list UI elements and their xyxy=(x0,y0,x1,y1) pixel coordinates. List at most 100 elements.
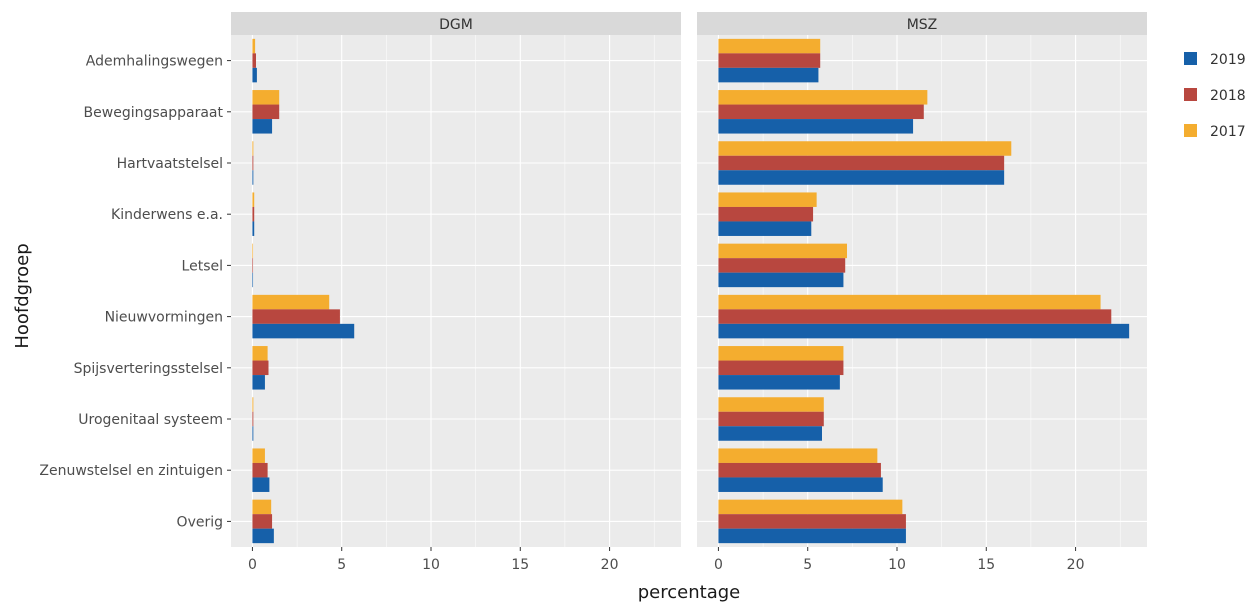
bar-2017 xyxy=(252,90,280,105)
bar-2018 xyxy=(718,155,1005,171)
bar-2017 xyxy=(252,38,256,54)
bar-2017 xyxy=(252,294,330,310)
category-label: Overig xyxy=(177,514,223,530)
bar-2017 xyxy=(252,243,254,259)
bar-2018 xyxy=(252,360,269,376)
bar-2018 xyxy=(718,514,906,529)
bar-2019 xyxy=(252,323,355,339)
x-tick-label: 20 xyxy=(1067,557,1085,573)
bar-2017 xyxy=(718,346,844,361)
y-axis-title: Hoofdgroep xyxy=(12,243,33,348)
bar-2019 xyxy=(252,477,270,492)
bar-2017 xyxy=(718,499,903,515)
bar-2019 xyxy=(252,170,254,185)
bar-2018 xyxy=(718,462,881,478)
bar-2019 xyxy=(718,119,914,134)
bar-2017 xyxy=(252,346,268,361)
bar-2019 xyxy=(252,272,254,288)
bar-2017 xyxy=(718,448,878,463)
bar-2018 xyxy=(252,155,254,171)
bar-2018 xyxy=(252,104,280,120)
category-label: Spijsverteringsstelsel xyxy=(74,361,223,377)
bar-2017 xyxy=(718,38,821,54)
bar-2017 xyxy=(718,397,824,412)
bar-2017 xyxy=(718,141,1012,156)
bar-2019 xyxy=(252,67,257,83)
bar-2017 xyxy=(718,294,1101,310)
bar-2017 xyxy=(252,448,265,463)
bar-2019 xyxy=(252,528,274,544)
bar-2019 xyxy=(718,477,883,492)
bar-2017 xyxy=(252,192,255,207)
bar-2019 xyxy=(252,375,265,390)
category-label: Urogenitaal systeem xyxy=(78,412,223,428)
bar-2019 xyxy=(718,323,1130,339)
x-tick-label: 5 xyxy=(337,557,346,573)
bar-2018 xyxy=(252,258,254,273)
bar-2018 xyxy=(252,462,268,478)
facet-panels: DGM MSZ xyxy=(231,12,1147,547)
category-label: Kinderwens e.a. xyxy=(111,207,223,223)
category-label: Bewegingsapparaat xyxy=(84,105,224,121)
x-tick-label: 0 xyxy=(248,557,257,573)
bar-2019 xyxy=(252,119,273,134)
facet-panel-msz: MSZ xyxy=(697,12,1147,547)
bar-2019 xyxy=(718,528,906,544)
bar-2018 xyxy=(718,206,814,222)
facet-strip-label: MSZ xyxy=(907,17,938,33)
facet-panel-dgm: DGM xyxy=(231,12,681,547)
bar-2019 xyxy=(718,272,844,288)
bar-2018 xyxy=(252,411,254,427)
x-tick-label: 15 xyxy=(511,557,529,573)
panel-background xyxy=(231,35,681,547)
bar-2017 xyxy=(718,90,928,105)
bar-2019 xyxy=(718,426,822,441)
legend-label: 2018 xyxy=(1210,88,1246,104)
legend-swatch-2018 xyxy=(1184,88,1197,101)
bar-2019 xyxy=(718,67,819,83)
category-label: Zenuwstelsel en zintuigen xyxy=(39,463,223,479)
bar-2019 xyxy=(718,375,840,390)
bar-2019 xyxy=(718,170,1005,185)
x-tick-label: 10 xyxy=(888,557,906,573)
x-tick-label: 15 xyxy=(977,557,995,573)
bar-2017 xyxy=(252,499,272,515)
legend-label: 2017 xyxy=(1210,124,1246,140)
bar-2018 xyxy=(718,258,846,273)
category-label: Letsel xyxy=(182,258,223,274)
bar-2018 xyxy=(252,206,255,222)
category-label: Nieuwvormingen xyxy=(105,310,223,326)
bar-2017 xyxy=(252,141,254,156)
facet-strip xyxy=(697,12,1147,35)
x-tick-label: 5 xyxy=(803,557,812,573)
bar-2018 xyxy=(252,514,273,529)
value-axis-labels: 0 5 10 15 20 0 5 10 15 20 xyxy=(248,547,1085,573)
bar-2018 xyxy=(718,360,844,376)
bar-2018 xyxy=(718,104,924,120)
bar-2017 xyxy=(718,243,847,259)
bar-2018 xyxy=(252,309,340,324)
x-axis-title: percentage xyxy=(638,582,740,603)
bar-2017 xyxy=(718,192,817,207)
x-tick-label: 10 xyxy=(422,557,440,573)
category-label: Hartvaatstelsel xyxy=(117,156,223,172)
category-axis-labels: Ademhalingswegen Bewegingsapparaat Hartvaa… xyxy=(39,54,231,530)
legend-swatch-2017 xyxy=(1184,124,1197,137)
x-tick-label: 20 xyxy=(601,557,619,573)
x-tick-label: 0 xyxy=(714,557,723,573)
legend-label: 2019 xyxy=(1210,52,1246,68)
bar-2018 xyxy=(252,53,256,68)
bar-2018 xyxy=(718,309,1112,324)
bar-2019 xyxy=(718,221,812,236)
bar-2019 xyxy=(252,221,255,236)
legend-swatch-2019 xyxy=(1184,52,1197,65)
bar-2017 xyxy=(252,397,254,412)
bar-2018 xyxy=(718,53,821,68)
facet-strip-label: DGM xyxy=(439,17,473,33)
category-label: Ademhalingswegen xyxy=(86,54,223,70)
legend: 2019 2018 2017 xyxy=(1184,52,1246,140)
bar-2019 xyxy=(252,426,254,441)
bar-2018 xyxy=(718,411,824,427)
facet-strip xyxy=(231,12,681,35)
